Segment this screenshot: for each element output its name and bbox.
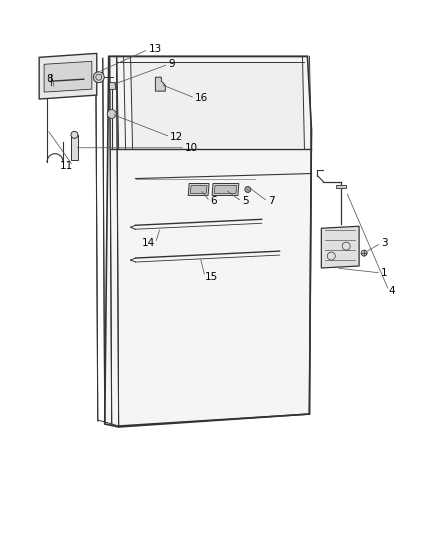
Text: 16: 16 [195, 93, 208, 103]
Polygon shape [39, 53, 97, 99]
Polygon shape [105, 56, 311, 427]
Polygon shape [190, 185, 207, 193]
Circle shape [71, 131, 78, 139]
Polygon shape [71, 135, 78, 160]
Text: 4: 4 [389, 286, 396, 296]
Text: 6: 6 [210, 197, 217, 206]
Circle shape [93, 72, 104, 83]
Text: 3: 3 [381, 238, 388, 248]
Polygon shape [212, 183, 239, 196]
Text: 13: 13 [148, 44, 162, 54]
Circle shape [245, 187, 251, 192]
Polygon shape [109, 82, 115, 89]
Polygon shape [131, 62, 304, 147]
Text: 15: 15 [205, 272, 218, 282]
Circle shape [107, 109, 116, 118]
Polygon shape [155, 77, 165, 91]
Text: 14: 14 [142, 238, 155, 248]
Polygon shape [321, 226, 359, 268]
Text: 5: 5 [242, 197, 248, 206]
Polygon shape [336, 184, 346, 189]
Polygon shape [214, 185, 237, 193]
Polygon shape [44, 61, 92, 92]
Text: 7: 7 [268, 197, 274, 206]
Polygon shape [188, 183, 209, 196]
Circle shape [361, 250, 367, 256]
Text: 9: 9 [168, 59, 175, 69]
Text: 12: 12 [170, 132, 184, 142]
Text: 10: 10 [185, 143, 198, 153]
Text: 11: 11 [60, 160, 73, 171]
Text: 8: 8 [46, 74, 53, 84]
Text: 1: 1 [381, 268, 388, 278]
